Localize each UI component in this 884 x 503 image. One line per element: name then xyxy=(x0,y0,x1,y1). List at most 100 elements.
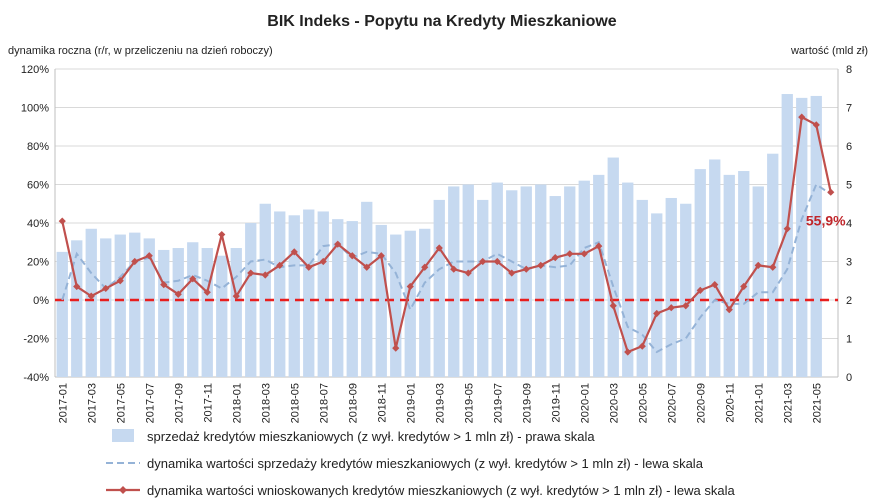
legend-swatch-bar xyxy=(112,429,134,442)
data-point-marker xyxy=(479,257,487,266)
bar xyxy=(158,249,170,377)
bar xyxy=(520,186,532,377)
data-point-marker xyxy=(595,242,603,250)
bar xyxy=(332,219,344,377)
data-point-marker xyxy=(102,284,110,293)
x-tick-label: 2020-09 xyxy=(695,383,707,423)
bar xyxy=(143,238,155,377)
data-point-marker xyxy=(203,288,211,296)
y-axis-left-label: dynamika roczna (r/r, w przeliczeniu na … xyxy=(8,45,273,57)
x-tick-label: 2018-01 xyxy=(231,383,243,423)
x-tick-label: 2019-05 xyxy=(463,383,475,423)
bar xyxy=(564,186,576,377)
data-point-marker xyxy=(58,217,66,225)
data-point-marker xyxy=(696,286,704,294)
bar xyxy=(71,240,83,377)
data-point-marker xyxy=(305,263,313,271)
data-point-marker xyxy=(232,292,240,300)
data-point-marker xyxy=(537,261,545,269)
y-tick-right-label: 8 xyxy=(846,64,852,76)
bar xyxy=(187,242,199,377)
bar xyxy=(680,203,692,377)
bar xyxy=(462,184,474,377)
y-tick-right-label: 0 xyxy=(846,372,852,384)
data-point-marker xyxy=(435,244,443,252)
bar xyxy=(230,248,242,377)
bar xyxy=(172,248,184,377)
x-tick-label: 2017-03 xyxy=(86,383,98,423)
y-tick-right-label: 3 xyxy=(846,257,852,269)
data-point-marker xyxy=(667,304,675,312)
y-tick-right-label: 7 xyxy=(846,103,852,115)
data-point-marker xyxy=(740,282,748,291)
bar xyxy=(636,199,648,377)
bar xyxy=(375,224,387,377)
data-point-marker xyxy=(754,261,762,269)
data-point-marker xyxy=(145,252,153,260)
x-tick-label: 2021-01 xyxy=(753,383,765,423)
legend: sprzedaż kredytów mieszkaniowych (z wył.… xyxy=(106,429,735,498)
chart-title: BIK Indeks - Popytu na Kredyty Mieszkani… xyxy=(267,13,617,30)
y-axis-right-ticks: 0 1 2 3 4 5 6 7 8 xyxy=(846,64,852,384)
x-tick-label: 2017-01 xyxy=(57,383,69,423)
x-tick-label: 2021-03 xyxy=(782,383,794,423)
bar xyxy=(578,180,590,377)
marker-line-series xyxy=(58,113,835,356)
bar xyxy=(549,196,561,377)
data-point-marker xyxy=(377,252,385,260)
y-tick-right-label: 4 xyxy=(846,218,852,230)
bar xyxy=(723,174,735,377)
data-point-marker xyxy=(522,265,530,273)
legend-label: sprzedaż kredytów mieszkaniowych (z wył.… xyxy=(147,429,595,444)
data-point-marker xyxy=(406,282,414,291)
bar xyxy=(390,234,402,377)
x-tick-label: 2020-07 xyxy=(666,383,678,423)
x-tick-label: 2018-09 xyxy=(347,383,359,423)
data-point-marker xyxy=(783,225,791,233)
bar xyxy=(433,199,445,377)
data-point-marker xyxy=(450,265,458,273)
bar xyxy=(448,186,460,377)
x-tick-label: 2017-11 xyxy=(202,383,214,423)
data-point-marker xyxy=(247,269,255,277)
x-axis-ticks: 2017-01 2017-03 2017-05 2017-07 2017-09 2017-… xyxy=(57,383,823,423)
y-tick-left-label: 120% xyxy=(21,64,49,76)
bar xyxy=(419,228,431,377)
data-point-marker xyxy=(798,113,806,121)
data-point-marker xyxy=(334,240,342,248)
bar xyxy=(622,182,634,377)
x-tick-label: 2017-09 xyxy=(173,383,185,423)
y-axis-right-label: wartość (mld zł) xyxy=(790,45,868,57)
bar xyxy=(665,197,677,377)
x-tick-label: 2018-05 xyxy=(289,383,301,423)
data-point-marker xyxy=(276,261,284,269)
x-tick-label: 2019-11 xyxy=(550,383,562,423)
bar xyxy=(810,95,822,377)
data-point-marker xyxy=(73,282,81,291)
legend-swatch-marker xyxy=(119,486,127,494)
bar xyxy=(100,238,112,377)
data-point-marker xyxy=(160,281,168,289)
bar xyxy=(129,232,141,377)
bar xyxy=(781,94,793,378)
data-point-marker xyxy=(624,348,632,356)
x-tick-label: 2019-03 xyxy=(434,383,446,423)
bar xyxy=(651,213,663,377)
data-point-marker xyxy=(290,248,298,256)
gridlines xyxy=(54,68,839,378)
x-tick-label: 2017-07 xyxy=(144,383,156,423)
data-point-marker xyxy=(609,302,617,310)
data-point-marker xyxy=(711,281,719,289)
x-tick-label: 2019-07 xyxy=(492,383,504,423)
data-point-marker xyxy=(87,292,95,300)
data-point-marker xyxy=(551,254,559,262)
data-point-marker xyxy=(421,263,429,271)
annotation-label: 55,9% xyxy=(806,212,846,228)
dashed-line-series xyxy=(61,182,832,354)
y-tick-right-label: 2 xyxy=(846,295,852,307)
bar xyxy=(85,228,97,377)
x-tick-label: 2018-11 xyxy=(376,383,388,423)
bar xyxy=(201,248,213,377)
x-tick-label: 2021-05 xyxy=(811,383,823,423)
data-point-marker xyxy=(580,250,588,258)
